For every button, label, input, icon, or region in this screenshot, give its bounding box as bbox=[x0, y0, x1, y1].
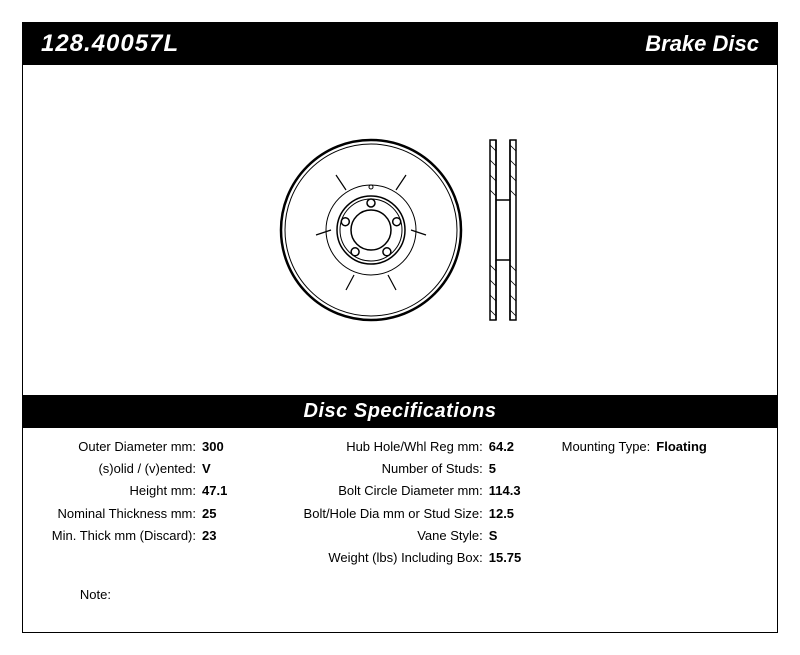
spec-value: 47.1 bbox=[202, 482, 227, 500]
spec-value: 64.2 bbox=[489, 438, 514, 456]
spec-label: Nominal Thickness mm: bbox=[37, 505, 202, 523]
spec-value: V bbox=[202, 460, 211, 478]
spec-label: (s)olid / (v)ented: bbox=[37, 460, 202, 478]
note-label: Note: bbox=[37, 587, 117, 602]
spec-row: Nominal Thickness mm:25 bbox=[37, 505, 279, 523]
spec-col-3: Mounting Type:Floating bbox=[521, 438, 763, 571]
spec-col-1: Outer Diameter mm:300 (s)olid / (v)ented… bbox=[37, 438, 279, 571]
page-border: 128.40057L Brake Disc bbox=[22, 22, 778, 633]
spec-value: S bbox=[489, 527, 498, 545]
spec-row: Vane Style:S bbox=[279, 527, 522, 545]
diagram-area bbox=[23, 65, 777, 395]
disc-side-diagram bbox=[484, 135, 524, 325]
spec-row: Height mm:47.1 bbox=[37, 482, 279, 500]
note-row: Note: bbox=[23, 571, 777, 602]
spec-row: Mounting Type:Floating bbox=[521, 438, 763, 456]
spec-value: 12.5 bbox=[489, 505, 514, 523]
spec-row: Min. Thick mm (Discard):23 bbox=[37, 527, 279, 545]
spec-label: Number of Studs: bbox=[279, 460, 489, 478]
spec-row: Bolt/Hole Dia mm or Stud Size:12.5 bbox=[279, 505, 522, 523]
spec-value: Floating bbox=[656, 438, 707, 456]
spec-label: Bolt Circle Diameter mm: bbox=[279, 482, 489, 500]
spec-row: (s)olid / (v)ented:V bbox=[37, 460, 279, 478]
spec-label: Outer Diameter mm: bbox=[37, 438, 202, 456]
spec-row: Number of Studs:5 bbox=[279, 460, 522, 478]
spec-label: Height mm: bbox=[37, 482, 202, 500]
spec-header: Disc Specifications bbox=[23, 395, 777, 428]
spec-value: 5 bbox=[489, 460, 496, 478]
spec-label: Hub Hole/Whl Reg mm: bbox=[279, 438, 489, 456]
spec-row: Weight (lbs) Including Box:15.75 bbox=[279, 549, 522, 567]
spec-row: Bolt Circle Diameter mm:114.3 bbox=[279, 482, 522, 500]
spec-row: Outer Diameter mm:300 bbox=[37, 438, 279, 456]
spec-label: Vane Style: bbox=[279, 527, 489, 545]
spec-row: Hub Hole/Whl Reg mm:64.2 bbox=[279, 438, 522, 456]
spec-label: Mounting Type: bbox=[521, 438, 656, 456]
spec-value: 300 bbox=[202, 438, 224, 456]
spec-value: 23 bbox=[202, 527, 216, 545]
spec-label: Weight (lbs) Including Box: bbox=[279, 549, 489, 567]
part-number: 128.40057L bbox=[41, 30, 179, 58]
spec-value: 114.3 bbox=[489, 482, 521, 500]
page-title: Brake Disc bbox=[645, 31, 759, 57]
spec-col-2: Hub Hole/Whl Reg mm:64.2 Number of Studs… bbox=[279, 438, 522, 571]
spec-value: 25 bbox=[202, 505, 216, 523]
header-bar: 128.40057L Brake Disc bbox=[23, 23, 777, 65]
spec-label: Min. Thick mm (Discard): bbox=[37, 527, 202, 545]
spec-label: Bolt/Hole Dia mm or Stud Size: bbox=[279, 505, 489, 523]
spec-value: 15.75 bbox=[489, 549, 522, 567]
spec-table: Outer Diameter mm:300 (s)olid / (v)ented… bbox=[23, 428, 777, 571]
disc-front-diagram bbox=[276, 135, 466, 325]
